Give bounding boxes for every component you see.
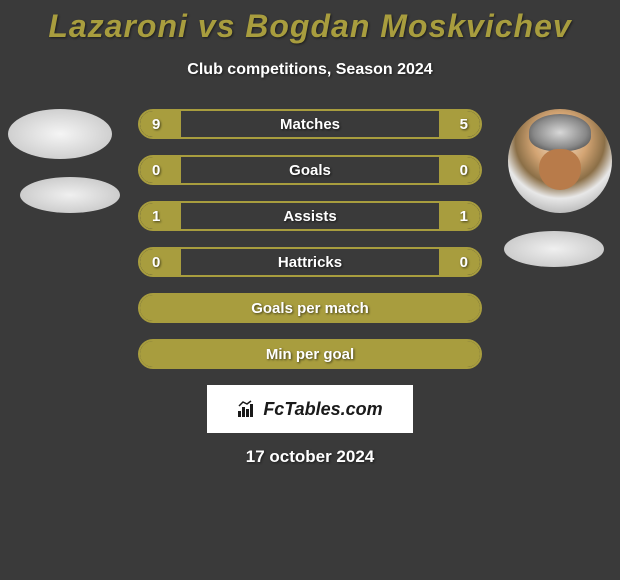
stat-row-goals-per-match: Goals per match [138, 293, 482, 323]
stat-right-value: 0 [460, 162, 468, 179]
player-left-shadow [20, 177, 120, 213]
stat-left-value: 9 [152, 116, 160, 133]
player-right-avatar-group [508, 109, 612, 267]
stat-right-value: 0 [460, 254, 468, 271]
stat-fill-left [140, 111, 181, 137]
comparison-subtitle: Club competitions, Season 2024 [0, 61, 620, 79]
stat-left-value: 0 [152, 162, 160, 179]
stat-right-value: 5 [460, 116, 468, 133]
branding-text: FcTables.com [237, 399, 382, 420]
branding-label: FcTables.com [263, 399, 382, 420]
date-text: 17 october 2024 [0, 447, 620, 467]
player-right-shadow [504, 231, 604, 267]
stat-fill-left [140, 249, 181, 275]
stat-label: Goals [289, 162, 331, 179]
stat-label: Matches [280, 116, 340, 133]
stat-row-min-per-goal: Min per goal [138, 339, 482, 369]
stat-left-value: 1 [152, 208, 160, 225]
stat-label: Hattricks [278, 254, 342, 271]
comparison-title: Lazaroni vs Bogdan Moskvichev [0, 0, 620, 45]
stats-bars-container: 9 Matches 5 0 Goals 0 1 Assists 1 0 Hatt… [138, 109, 482, 369]
stat-row-goals: 0 Goals 0 [138, 155, 482, 185]
stat-label: Assists [283, 208, 336, 225]
stat-fill-left [140, 157, 181, 183]
stat-row-matches: 9 Matches 5 [138, 109, 482, 139]
content-area: 9 Matches 5 0 Goals 0 1 Assists 1 0 Hatt… [0, 109, 620, 467]
stat-fill-left [140, 203, 181, 229]
stat-label: Goals per match [251, 300, 369, 317]
player-left-avatar-group [8, 109, 120, 213]
player-left-avatar [8, 109, 112, 159]
branding-chart-icon [237, 400, 259, 418]
player-right-avatar [508, 109, 612, 213]
stat-row-assists: 1 Assists 1 [138, 201, 482, 231]
stat-right-value: 1 [460, 208, 468, 225]
stat-left-value: 0 [152, 254, 160, 271]
branding-box: FcTables.com [207, 385, 413, 433]
stat-label: Min per goal [266, 346, 354, 363]
stat-row-hattricks: 0 Hattricks 0 [138, 247, 482, 277]
